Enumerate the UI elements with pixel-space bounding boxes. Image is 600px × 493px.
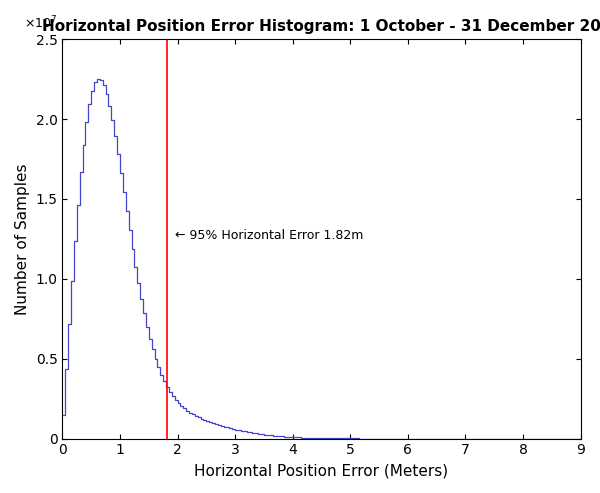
Title: Horizontal Position Error Histogram: 1 October - 31 December 20: Horizontal Position Error Histogram: 1 O… [42, 19, 600, 34]
Text: $\times10^7$: $\times10^7$ [23, 15, 57, 31]
Text: ← 95% Horizontal Error 1.82m: ← 95% Horizontal Error 1.82m [175, 229, 363, 242]
Y-axis label: Number of Samples: Number of Samples [15, 163, 30, 315]
X-axis label: Horizontal Position Error (Meters): Horizontal Position Error (Meters) [194, 463, 449, 478]
